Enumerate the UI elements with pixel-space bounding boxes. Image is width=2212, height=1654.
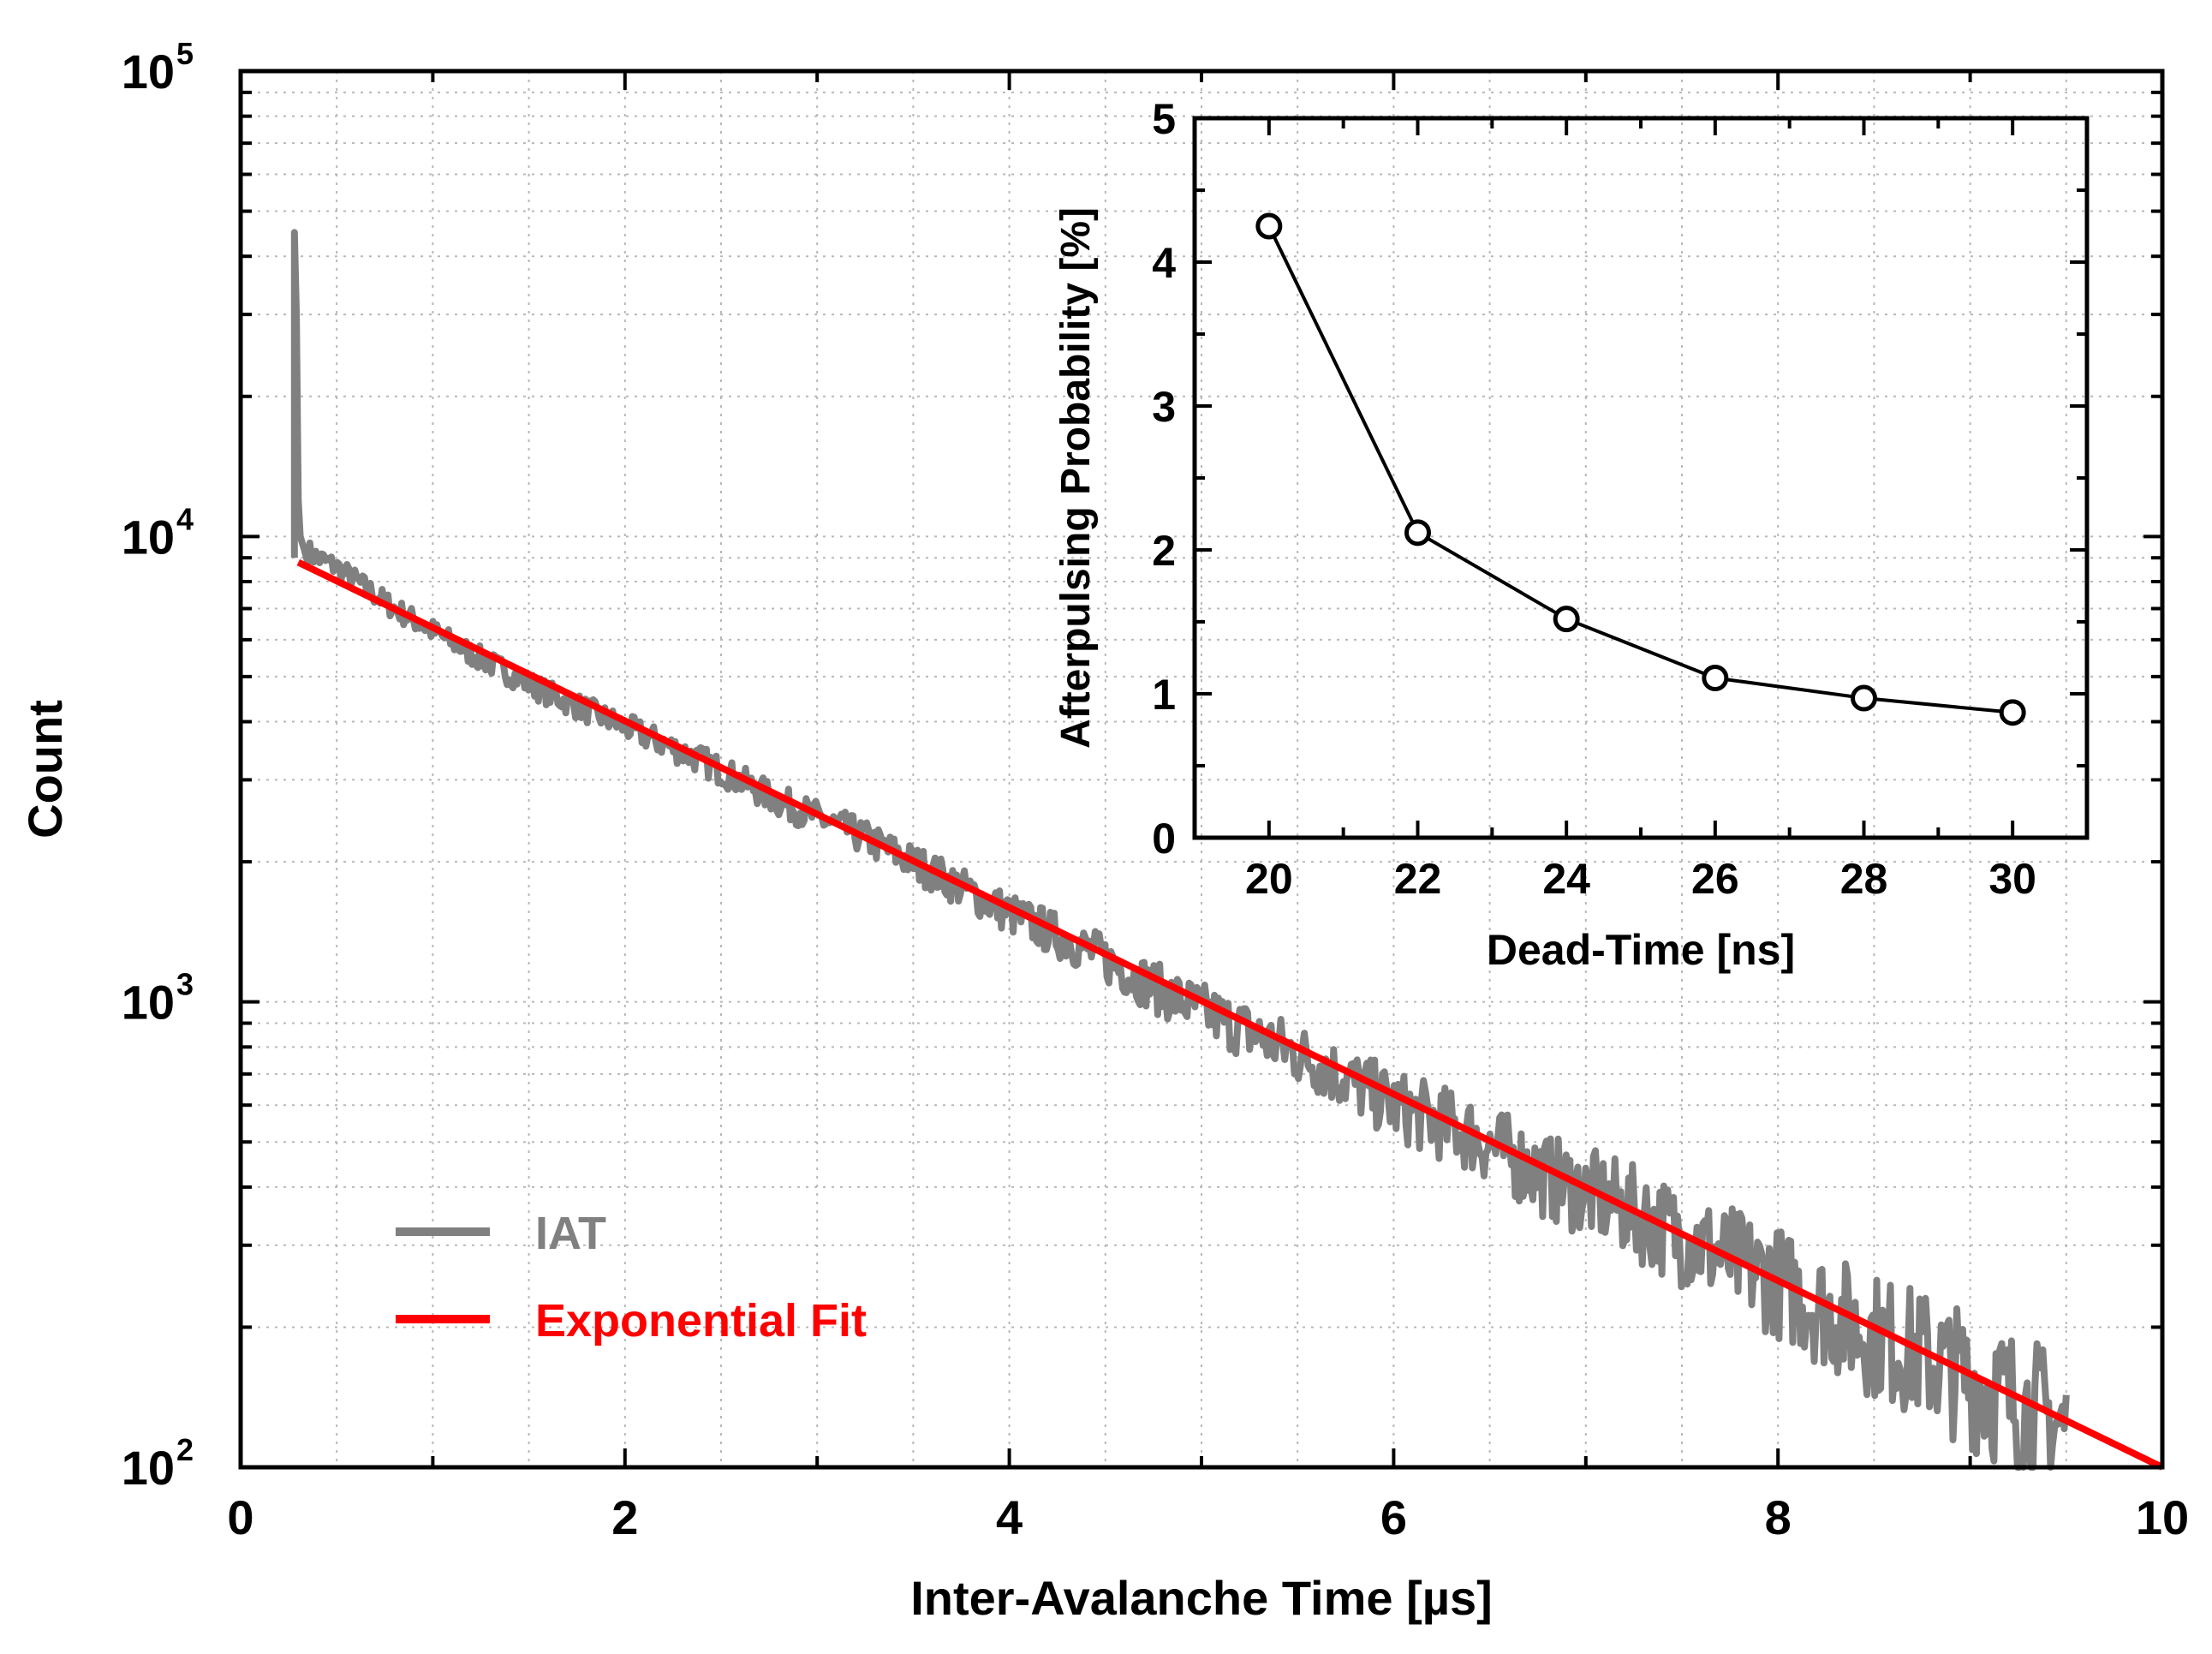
inset-y-tick-label: 4 (1152, 239, 1176, 287)
inset-series (1255, 212, 2026, 726)
inset-y-axis-title: Afterpulsing Probability [%] (1053, 207, 1099, 749)
inset-data-point (1255, 212, 1283, 240)
main-grid (241, 71, 2162, 1467)
inset-x-tick-label: 22 (1394, 855, 1442, 903)
y-tick-label-exponent: 5 (176, 36, 194, 71)
series-exponential-fit-line (296, 558, 2164, 1471)
inset-data-point (1999, 699, 2026, 726)
y-tick-label-exponent: 3 (176, 967, 194, 1002)
y-tick-label: 10 (122, 510, 175, 564)
x-tick-label: 8 (1765, 1490, 1792, 1544)
inset-x-tick-label: 30 (1988, 855, 2036, 903)
inset-y-tick-label: 1 (1152, 671, 1176, 719)
main-series (290, 229, 2164, 1471)
x-tick-label: 10 (2136, 1490, 2189, 1544)
legend-iat-label: IAT (535, 1208, 606, 1259)
inset-x-axis-title: Dead-Time [ns] (1487, 926, 1795, 974)
inset-x-tick-label: 24 (1542, 855, 1590, 903)
inset-y-tick-label: 3 (1152, 383, 1176, 431)
x-tick-label: 4 (996, 1490, 1023, 1544)
inset-ticks (1193, 116, 2089, 839)
inset-data-point (1851, 684, 1877, 712)
inset-x-tick-label: 26 (1691, 855, 1739, 903)
y-tick-label-exponent: 4 (176, 501, 194, 536)
y-tick-label: 10 (122, 45, 175, 99)
main-y-axis-title: Count (18, 700, 72, 839)
inset-data-point (1404, 519, 1431, 546)
inset-x-tick-labels: 20 22 24 26 28 30 (1245, 855, 2036, 903)
x-tick-label: 2 (611, 1490, 638, 1544)
inset-data-point (1702, 665, 1729, 692)
y-tick-label-exponent: 2 (176, 1432, 194, 1467)
x-tick-label: 6 (1380, 1490, 1407, 1544)
y-tick-label: 10 (122, 976, 175, 1030)
legend: IAT Exponential Fit (396, 1208, 867, 1346)
inset-y-tick-labels: 0 1 2 3 4 5 (1152, 95, 1176, 863)
inset-y-tick-label: 2 (1152, 527, 1176, 575)
inset-y-tick-label: 0 (1152, 815, 1176, 863)
legend-fit-label: Exponential Fit (535, 1295, 867, 1346)
main-x-tick-labels: 0 2 4 6 8 10 (227, 1490, 2189, 1544)
inset-x-tick-label: 28 (1840, 855, 1888, 903)
y-tick-label: 10 (122, 1441, 175, 1495)
main-x-axis-title: Inter-Avalanche Time [µs] (910, 1571, 1493, 1625)
main-ticks (239, 69, 2164, 1469)
inset-data-point (1553, 606, 1580, 633)
inset-x-tick-label: 20 (1245, 855, 1293, 903)
inset-series-line (1267, 225, 2013, 714)
x-tick-label: 0 (227, 1490, 253, 1544)
inset-y-tick-label: 5 (1152, 95, 1176, 143)
